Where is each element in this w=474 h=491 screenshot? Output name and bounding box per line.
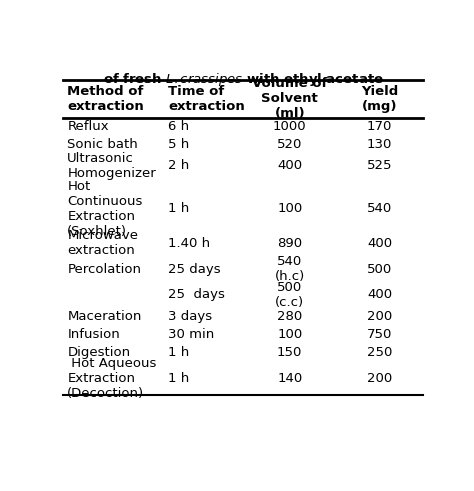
Text: Percolation: Percolation [67, 263, 141, 275]
Text: 100: 100 [277, 202, 302, 216]
Text: Hot
Continuous
Extraction
(Soxhlet): Hot Continuous Extraction (Soxhlet) [67, 180, 143, 238]
Text: Sonic bath: Sonic bath [67, 137, 138, 151]
Text: Maceration: Maceration [67, 310, 142, 323]
Text: 500
(c.c): 500 (c.c) [275, 281, 304, 309]
Text: Hot Aqueous
Extraction
(Decoction): Hot Aqueous Extraction (Decoction) [67, 356, 157, 400]
Text: 5 h: 5 h [168, 137, 190, 151]
Text: 525: 525 [367, 160, 392, 172]
Text: 25 days: 25 days [168, 263, 221, 275]
Text: of fresh $\it{L.crassipes}$ with ethyl acetate: of fresh $\it{L.crassipes}$ with ethyl a… [102, 71, 383, 88]
Text: 25  days: 25 days [168, 288, 225, 301]
Text: 250: 250 [367, 346, 392, 358]
Text: 3 days: 3 days [168, 310, 212, 323]
Text: 2 h: 2 h [168, 160, 190, 172]
Text: 1000: 1000 [273, 120, 307, 133]
Text: Reflux: Reflux [67, 120, 109, 133]
Text: 150: 150 [277, 346, 302, 358]
Text: 520: 520 [277, 137, 302, 151]
Text: 540: 540 [367, 202, 392, 216]
Text: Infusion: Infusion [67, 328, 120, 341]
Text: 6 h: 6 h [168, 120, 189, 133]
Text: 1 h: 1 h [168, 372, 190, 384]
Text: 100: 100 [277, 328, 302, 341]
Text: 500: 500 [367, 263, 392, 275]
Text: 30 min: 30 min [168, 328, 214, 341]
Text: Ultrasonic
Homogenizer: Ultrasonic Homogenizer [67, 152, 156, 180]
Text: 1 h: 1 h [168, 202, 190, 216]
Text: 890: 890 [277, 237, 302, 250]
Text: 200: 200 [367, 310, 392, 323]
Text: 400: 400 [277, 160, 302, 172]
Text: 130: 130 [367, 137, 392, 151]
Text: 400: 400 [367, 237, 392, 250]
Text: 200: 200 [367, 372, 392, 384]
Text: Method of
extraction: Method of extraction [67, 84, 144, 112]
Text: Volume of
Solvent
(ml): Volume of Solvent (ml) [252, 77, 328, 120]
Text: 280: 280 [277, 310, 302, 323]
Text: Time of
extraction: Time of extraction [168, 84, 245, 112]
Text: 400: 400 [367, 288, 392, 301]
Text: 1 h: 1 h [168, 346, 190, 358]
Text: Digestion: Digestion [67, 346, 130, 358]
Text: Microwave
extraction: Microwave extraction [67, 229, 138, 257]
Text: 750: 750 [367, 328, 392, 341]
Text: 140: 140 [277, 372, 302, 384]
Text: 1.40 h: 1.40 h [168, 237, 210, 250]
Text: 540
(h.c): 540 (h.c) [274, 255, 305, 283]
Text: Yield
(mg): Yield (mg) [361, 84, 398, 112]
Text: 170: 170 [367, 120, 392, 133]
